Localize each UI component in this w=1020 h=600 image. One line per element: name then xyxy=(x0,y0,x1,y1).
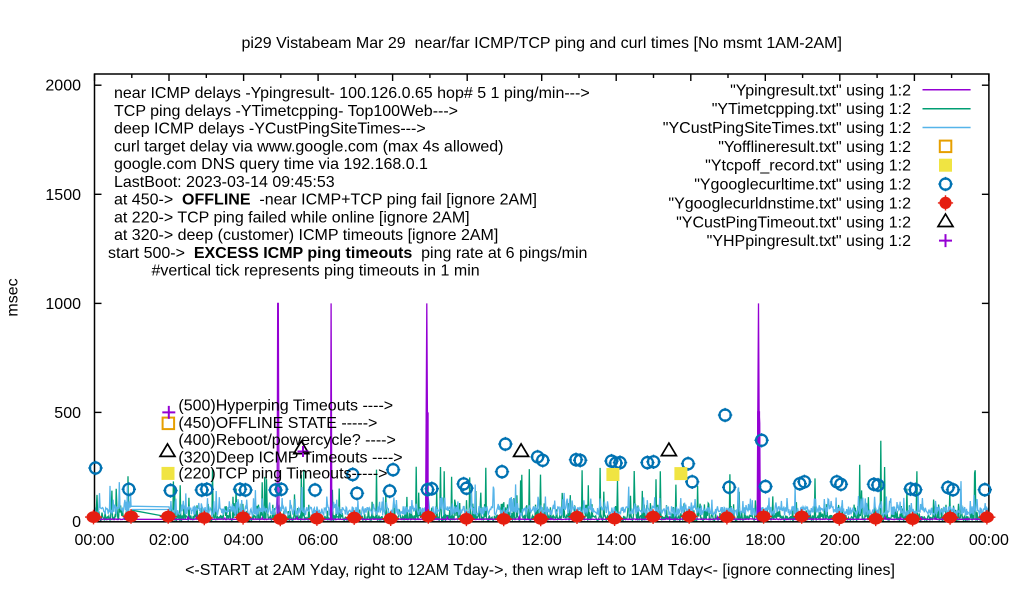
svg-text:20:00: 20:00 xyxy=(820,532,860,549)
svg-text:curl target delay via www.goog: curl target delay via www.google.com (ma… xyxy=(114,138,504,155)
svg-text:"YHPpingresult.txt" using 1:2: "YHPpingresult.txt" using 1:2 xyxy=(707,233,911,250)
svg-text:pi29 Vistabeam Mar 29 near/fa: pi29 Vistabeam Mar 29 near/far ICMP/TCP … xyxy=(241,35,842,52)
svg-text:08:00: 08:00 xyxy=(373,532,413,549)
svg-text:deep ICMP delays -YCustPingSit: deep ICMP delays -YCustPingSiteTimes---> xyxy=(114,121,426,138)
svg-text:google.com DNS query time via: google.com DNS query time via 192.168.0.… xyxy=(114,156,428,173)
svg-text:0: 0 xyxy=(72,514,81,531)
svg-text:TCP ping delays -YTimetcpping-: TCP ping delays -YTimetcpping- Top100Web… xyxy=(114,103,458,120)
svg-text:"Ypingresult.txt" using 1:2: "Ypingresult.txt" using 1:2 xyxy=(730,82,911,99)
svg-text:16:00: 16:00 xyxy=(671,532,711,549)
svg-text:14:00: 14:00 xyxy=(596,532,636,549)
svg-text:1000: 1000 xyxy=(45,296,81,313)
svg-text:near ICMP delays -Ypingresult-: near ICMP delays -Ypingresult- 100.126.0… xyxy=(114,85,590,102)
svg-text:msec: msec xyxy=(5,278,22,316)
svg-text:LastBoot: 2023-03-14 09:45:53: LastBoot: 2023-03-14 09:45:53 xyxy=(114,174,335,191)
svg-text:"Ytcpoff_record.txt" using 1:2: "Ytcpoff_record.txt" using 1:2 xyxy=(705,158,911,175)
svg-text:18:00: 18:00 xyxy=(745,532,785,549)
svg-text:00:00: 00:00 xyxy=(74,532,114,549)
svg-text:(500)Hyperping Timeouts ---->: (500)Hyperping Timeouts ----> xyxy=(178,398,393,415)
svg-text:"Yofflineresult.txt" using 1:2: "Yofflineresult.txt" using 1:2 xyxy=(718,139,911,156)
svg-text:start 500-> EXCESS ICMP ping: start 500-> EXCESS ICMP ping timeouts pi… xyxy=(108,245,587,262)
svg-text:"YCustPingTimeout.txt" using 1: "YCustPingTimeout.txt" using 1:2 xyxy=(676,214,911,231)
svg-text:"YTimetcpping.txt" using 1:2: "YTimetcpping.txt" using 1:2 xyxy=(712,101,911,118)
svg-text:06:00: 06:00 xyxy=(298,532,338,549)
svg-text:04:00: 04:00 xyxy=(224,532,264,549)
svg-text:"Ygooglecurltime.txt" using 1:: "Ygooglecurltime.txt" using 1:2 xyxy=(694,177,911,194)
svg-text:(320)Deep ICMP Timeouts ---->: (320)Deep ICMP Timeouts ----> xyxy=(178,449,402,466)
svg-text:(400)Reboot/powercycle? ---->: (400)Reboot/powercycle? ----> xyxy=(178,432,395,449)
svg-text:(450)OFFLINE STATE ----->: (450)OFFLINE STATE -----> xyxy=(178,415,377,432)
svg-text:22:00: 22:00 xyxy=(894,532,934,549)
svg-text:"Ygooglecurldnstime.txt" using: "Ygooglecurldnstime.txt" using 1:2 xyxy=(668,195,911,212)
svg-text:at 220-> TCP ping failed while: at 220-> TCP ping failed while online [i… xyxy=(114,209,470,226)
svg-text:02:00: 02:00 xyxy=(149,532,189,549)
svg-text:<-START at 2AM Yday, right to: <-START at 2AM Yday, right to 12AM Tday-… xyxy=(185,562,895,579)
svg-text:10:00: 10:00 xyxy=(447,532,487,549)
svg-text:00:00: 00:00 xyxy=(969,532,1009,549)
svg-text:"YCustPingSiteTimes.txt" using: "YCustPingSiteTimes.txt" using 1:2 xyxy=(663,120,911,137)
svg-text:(220)TCP ping Timeouts----->: (220)TCP ping Timeouts-----> xyxy=(178,466,387,483)
svg-text:at 320-> deep (customer) ICMP: at 320-> deep (customer) ICMP timeouts [… xyxy=(114,227,498,244)
svg-text:2000: 2000 xyxy=(45,78,81,95)
svg-text:500: 500 xyxy=(54,405,81,422)
svg-text:12:00: 12:00 xyxy=(522,532,562,549)
svg-text:1500: 1500 xyxy=(45,187,81,204)
svg-text:#vertical tick represents ping: #vertical tick represents ping timeouts … xyxy=(152,263,480,280)
svg-text:at 450-> OFFLINE -near ICMP+: at 450-> OFFLINE -near ICMP+TCP ping fai… xyxy=(114,192,537,209)
